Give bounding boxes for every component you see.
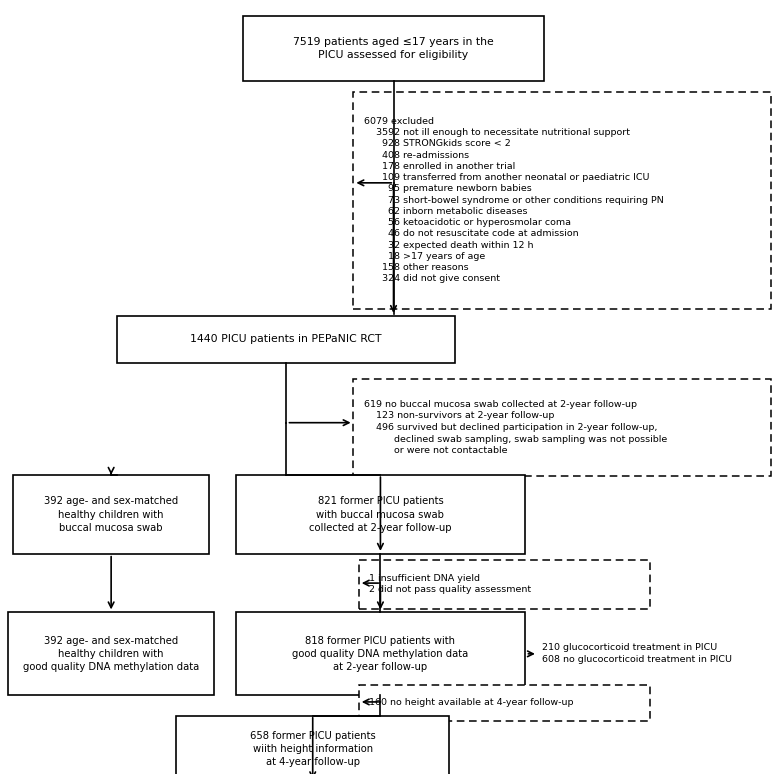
Text: 821 former PICU patients
with buccal mucosa swab
collected at 2-year follow-up: 821 former PICU patients with buccal muc… [309, 496, 452, 533]
FancyBboxPatch shape [353, 378, 771, 476]
FancyBboxPatch shape [353, 92, 771, 309]
FancyBboxPatch shape [359, 684, 650, 721]
Text: 619 no buccal mucosa swab collected at 2-year follow-up
    123 non-survivors at: 619 no buccal mucosa swab collected at 2… [363, 399, 667, 455]
FancyBboxPatch shape [244, 15, 543, 81]
Text: 1 insufficient DNA yield
2 did not pass quality assessment: 1 insufficient DNA yield 2 did not pass … [369, 574, 531, 594]
FancyBboxPatch shape [8, 612, 215, 695]
FancyBboxPatch shape [176, 716, 449, 774]
Text: 392 age- and sex-matched
healthy children with
good quality DNA methylation data: 392 age- and sex-matched healthy childre… [23, 635, 199, 672]
FancyBboxPatch shape [13, 475, 209, 554]
Text: 7519 patients aged ≤17 years in the
PICU assessed for eligibility: 7519 patients aged ≤17 years in the PICU… [293, 37, 494, 60]
Text: 658 former PICU patients
wiith height information
at 4-year follow-up: 658 former PICU patients wiith height in… [250, 731, 376, 768]
FancyBboxPatch shape [236, 612, 525, 695]
Text: 392 age- and sex-matched
healthy children with
buccal mucosa swab: 392 age- and sex-matched healthy childre… [44, 496, 179, 533]
FancyBboxPatch shape [117, 316, 455, 363]
Text: 6079 excluded
    3592 not ill enough to necessitate nutritional support
      9: 6079 excluded 3592 not ill enough to nec… [363, 117, 663, 283]
Text: 160 no height available at 4-year follow-up: 160 no height available at 4-year follow… [369, 698, 573, 707]
Text: 210 glucocorticoid treatment in PICU
608 no glucocorticoid treatment in PICU: 210 glucocorticoid treatment in PICU 608… [542, 643, 731, 664]
Text: 1440 PICU patients in PEPaNIC RCT: 1440 PICU patients in PEPaNIC RCT [190, 334, 381, 344]
Text: 818 former PICU patients with
good quality DNA methylation data
at 2-year follow: 818 former PICU patients with good quali… [292, 635, 468, 672]
FancyBboxPatch shape [359, 560, 650, 608]
FancyBboxPatch shape [236, 475, 525, 554]
